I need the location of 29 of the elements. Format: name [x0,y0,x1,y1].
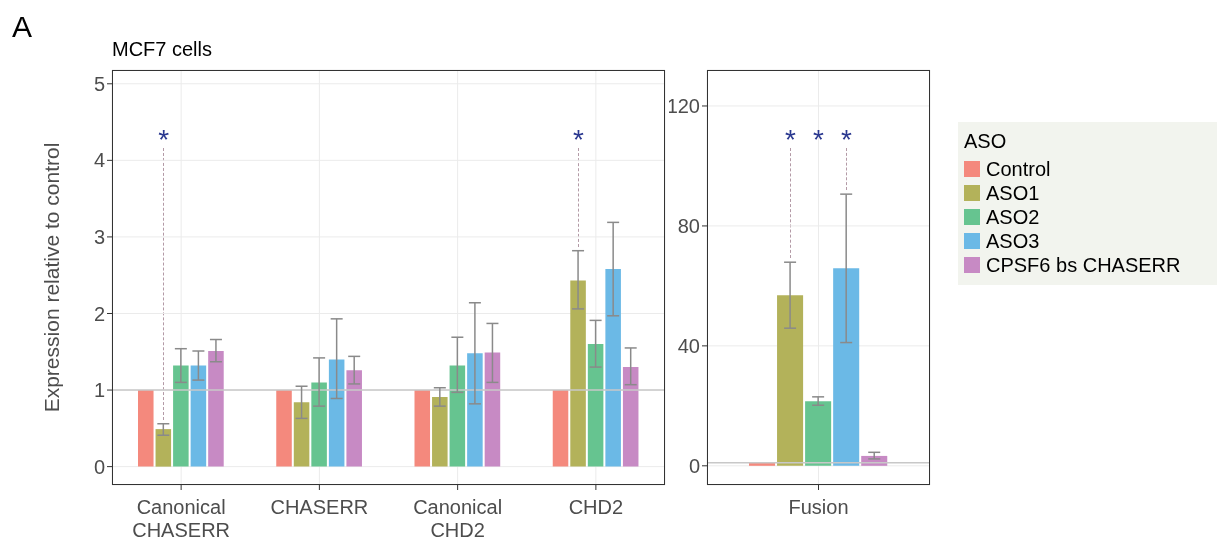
annotation: * [812,124,825,155]
y-tick-label: 80 [677,215,700,238]
annotation: * [157,124,171,155]
y-tick-label: 0 [93,455,105,478]
legend-label: Control [986,157,1051,181]
chart-title: MCF7 cells [112,38,213,61]
x-tick-label: CHASERR [270,496,369,518]
x-tick-label: Fusion [788,496,849,518]
y-axis-title: Expression relative to control [40,142,64,413]
y-tick-label: 5 [93,72,105,95]
text: A [12,10,33,44]
legend-label: ASO1 [986,181,1040,205]
annotation: * [840,124,853,155]
legend-label: ASO3 [986,229,1040,253]
x-tick-label: Canonical CHASERR [132,496,231,541]
legend-label: ASO2 [986,205,1040,229]
annotation: * [571,124,585,155]
y-tick-label: 2 [93,302,105,325]
legend-label: CPSF6 bs CHASERR [986,253,1181,277]
y-tick-label: 3 [93,226,105,249]
y-tick-label: 120 [666,95,700,118]
y-tick-label: 0 [688,454,700,477]
y-tick-label: 4 [93,149,105,172]
annotation: * [784,124,797,155]
x-tick-label: CHD2 [568,496,624,518]
y-tick-label: 1 [93,379,105,402]
y-tick-label: 40 [677,334,700,357]
x-tick-label: Canonical CHD2 [413,496,503,541]
legend-title: ASO [964,130,1008,153]
